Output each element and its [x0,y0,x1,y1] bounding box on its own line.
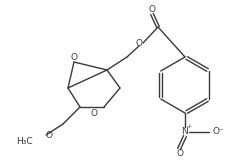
Text: O⁻: O⁻ [212,127,224,136]
Text: N: N [181,127,187,136]
Text: O: O [177,150,184,158]
Text: O: O [90,109,98,117]
Text: O: O [46,132,53,141]
Text: O: O [135,40,142,49]
Text: O: O [70,52,77,62]
Text: +: + [186,124,192,130]
Text: H₃C: H₃C [16,137,32,146]
Text: O: O [148,4,155,13]
